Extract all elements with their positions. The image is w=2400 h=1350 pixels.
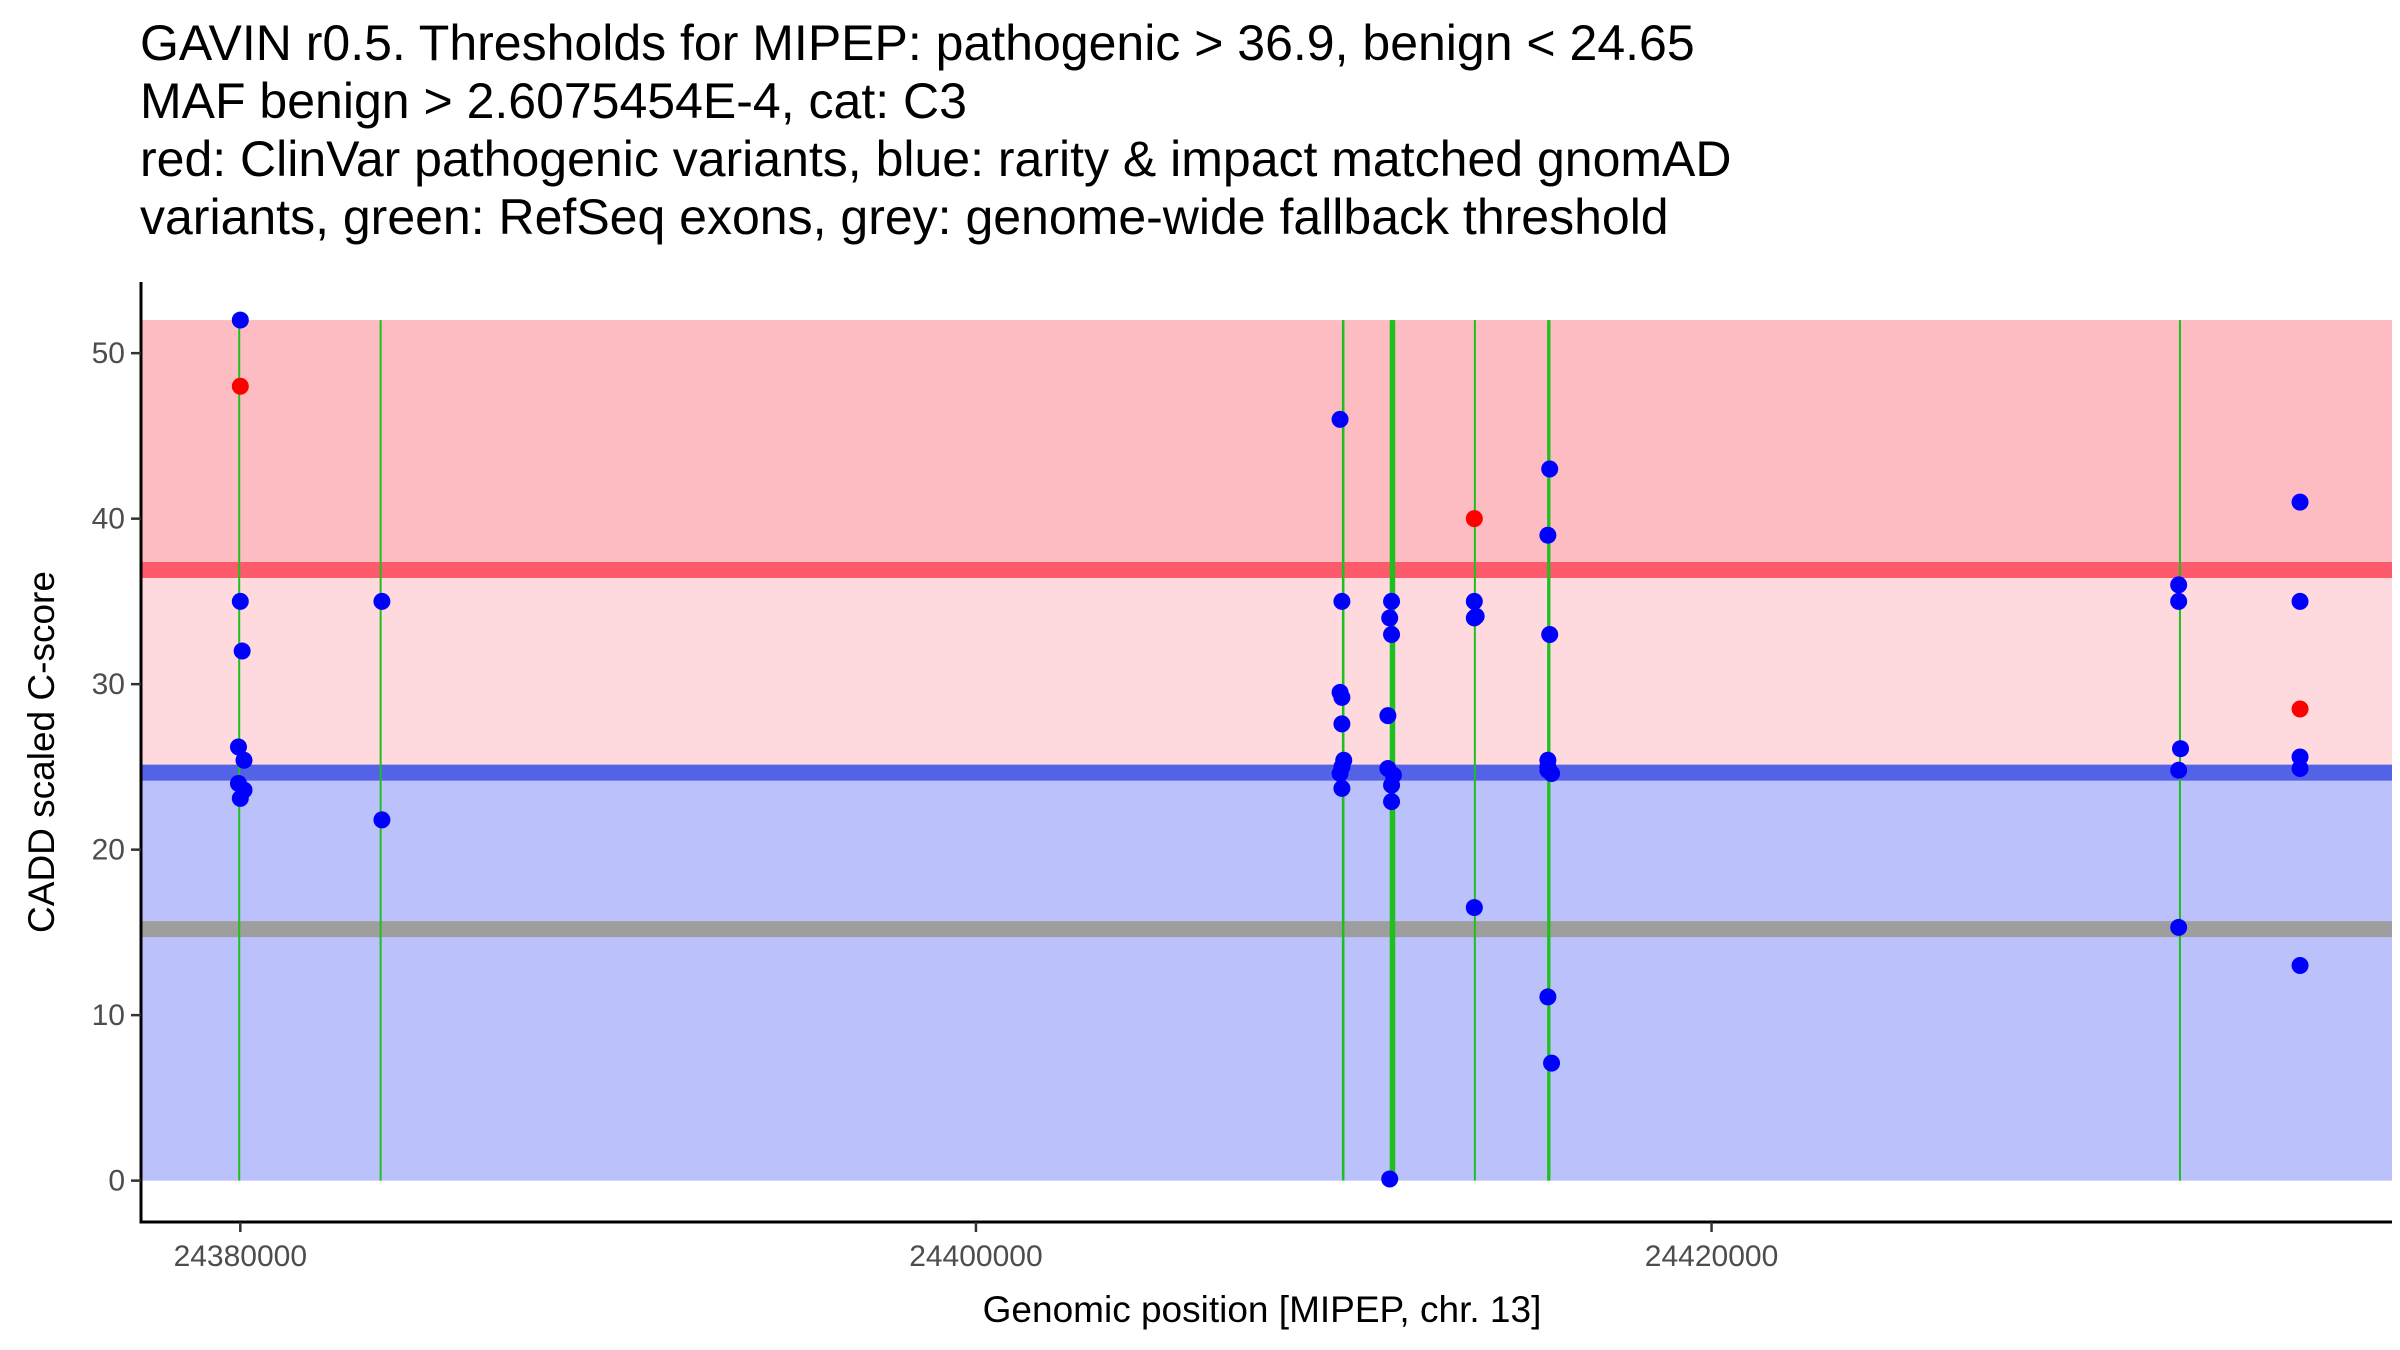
gnomad-variant-point [231,789,249,807]
title-line-3: red: ClinVar pathogenic variants, blue: … [140,131,1732,187]
y-tick-label: 40 [92,503,125,536]
threshold-regions [141,320,2392,1181]
gnomad-variant-point [1333,779,1351,797]
gnomad-variant-point [1465,899,1483,917]
gnomad-variant-point [1383,776,1401,794]
gnomad-variant-point [1333,715,1351,733]
gnomad-variant-point [1539,526,1557,544]
gnomad-variant-point [1331,410,1349,428]
benign-region [141,772,2392,1181]
tick-labels: 0 10 20 30 40 50 24380000 24400000 24420000 [92,337,1779,1273]
gnomad-variant-point [2291,956,2309,974]
x-tick-label: 24380000 [174,1240,307,1273]
axes [131,282,2392,1232]
gnomad-variant-point [373,811,391,829]
gnomad-variant-point [1333,592,1351,610]
pathogenic-variant-point [2291,700,2309,718]
pathogenic-region [141,320,2392,570]
gnomad-variant-point [2291,592,2309,610]
x-axis-title: Genomic position [MIPEP, chr. 13] [983,1289,1542,1330]
gnomad-variant-point [2170,761,2188,779]
gnomad-variant-point [2291,493,2309,511]
threshold-lines [141,561,2392,938]
variant-points [229,311,2309,1188]
gnomad-variant-point [1465,609,1483,627]
gnomad-variant-point [1543,765,1561,783]
y-tick-label: 50 [92,337,125,370]
y-tick-label: 0 [108,1165,125,1198]
gnomad-variant-point [2172,740,2190,758]
exon-line [379,320,382,1181]
gnomad-variant-point [2170,592,2188,610]
gnomad-variant-point [233,642,251,660]
middle-region [141,569,2392,773]
gnomad-variant-point [1381,1170,1399,1188]
y-tick-label: 30 [92,668,125,701]
gnomad-variant-point [1331,765,1349,783]
gnomad-variant-point [231,311,249,329]
title-line-4: variants, green: RefSeq exons, grey: gen… [140,189,1669,245]
exon-line [1547,320,1551,1181]
gnomad-variant-point [2170,918,2188,936]
gnomad-variant-point [1541,460,1559,478]
exon-line [1341,320,1345,1181]
y-tick-label: 10 [92,999,125,1032]
gnomad-variant-point [1379,707,1397,725]
x-tick-label: 24420000 [1645,1240,1778,1273]
x-tick-label: 24400000 [909,1240,1042,1273]
pathogenic-variant-point [231,377,249,395]
y-tick-label: 20 [92,834,125,867]
pathogenic-variant-point [1465,510,1483,528]
title-line-1: GAVIN r0.5. Thresholds for MIPEP: pathog… [140,15,1695,71]
exon-line [1389,320,1396,1181]
y-axis-title: CADD scaled C-score [21,571,62,933]
gnomad-variant-point [229,738,247,756]
gnomad-variant-point [1383,592,1401,610]
gnomad-variant-point [1465,592,1483,610]
exon-line [1473,320,1476,1181]
title-line-2: MAF benign > 2.6075454E-4, cat: C3 [140,73,967,129]
gnomad-variant-point [1383,793,1401,811]
gnomad-variant-point [1541,626,1559,643]
gnomad-variant-point [1333,688,1351,706]
gnomad-variant-point [1383,626,1401,643]
gnomad-variant-point [373,592,391,610]
gnomad-variant-point [231,592,249,610]
chart-title: GAVIN r0.5. Thresholds for MIPEP: pathog… [140,14,1731,246]
gnomad-variant-point [1543,1054,1561,1072]
gnomad-variant-point [2291,760,2309,778]
gnomad-variant-point [1539,988,1557,1006]
gnomad-variant-point [1381,609,1399,627]
gnomad-variant-point [2170,576,2188,594]
gnomad-variant-point [235,751,253,769]
